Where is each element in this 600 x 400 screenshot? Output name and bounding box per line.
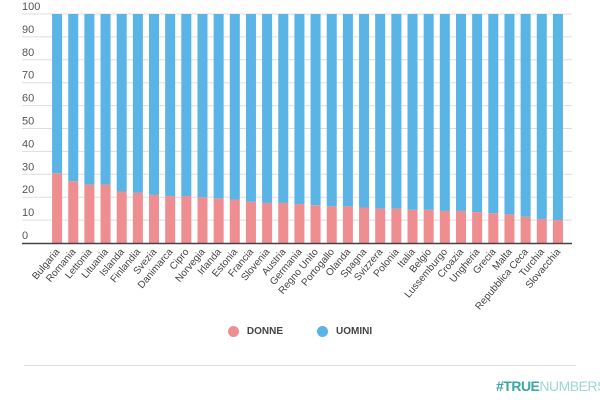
y-tick-label: 0 bbox=[22, 230, 28, 242]
bar-uomini bbox=[149, 14, 160, 195]
truenumbers-logo: #TRUENUMBERS bbox=[496, 378, 600, 394]
bar-donne bbox=[262, 202, 273, 243]
bar-uomini bbox=[165, 14, 176, 197]
bar-uomini bbox=[439, 14, 450, 211]
bar-donne bbox=[132, 192, 143, 243]
y-tick-label: 80 bbox=[22, 47, 34, 59]
bar-uomini bbox=[472, 14, 483, 213]
legend-item-donne: DONNE bbox=[227, 326, 283, 338]
legend-label: DONNE bbox=[246, 326, 283, 338]
bar-uomini bbox=[181, 14, 192, 197]
bar-donne bbox=[278, 202, 289, 243]
bar-uomini bbox=[262, 14, 273, 203]
legend-item-uomini: UOMINI bbox=[317, 326, 372, 337]
bar-donne bbox=[439, 210, 450, 243]
bar-uomini bbox=[116, 14, 127, 192]
bar-uomini bbox=[488, 14, 499, 214]
bar-donne bbox=[520, 216, 531, 243]
bar-uomini bbox=[342, 14, 353, 207]
y-tick-label: 30 bbox=[22, 161, 34, 173]
bar-donne bbox=[504, 214, 515, 243]
bar-donne bbox=[342, 206, 353, 243]
bar-donne bbox=[100, 184, 111, 243]
bar-donne bbox=[552, 220, 563, 243]
legend: DONNE UOMINI bbox=[0, 326, 600, 337]
bar-uomini bbox=[310, 14, 321, 206]
bar-donne bbox=[536, 218, 547, 243]
bar-donne bbox=[455, 210, 466, 243]
bar-uomini bbox=[68, 14, 79, 182]
bar-donne bbox=[310, 205, 321, 243]
bar-donne bbox=[116, 191, 127, 243]
legend-swatch bbox=[317, 326, 328, 337]
bar-uomini bbox=[375, 14, 386, 209]
y-tick-label: 100 bbox=[22, 1, 40, 13]
legend-swatch bbox=[227, 326, 239, 337]
bar-donne bbox=[472, 212, 483, 243]
bar-donne bbox=[326, 206, 337, 243]
bar-uomini bbox=[520, 14, 531, 217]
bar-donne bbox=[359, 207, 370, 243]
y-tick-label: 40 bbox=[22, 138, 34, 150]
bar-donne bbox=[84, 184, 95, 243]
bar-donne bbox=[391, 208, 402, 243]
y-tick-label: 50 bbox=[22, 116, 34, 128]
bar-donne bbox=[213, 198, 224, 243]
bar-donne bbox=[181, 196, 192, 243]
bar-uomini bbox=[52, 14, 63, 174]
bar-uomini bbox=[213, 14, 224, 199]
bar-uomini bbox=[552, 14, 563, 221]
bar-uomini bbox=[245, 14, 256, 202]
y-tick-label: 10 bbox=[22, 207, 34, 219]
bar-uomini bbox=[84, 14, 95, 185]
bar-donne bbox=[52, 173, 63, 243]
bar-uomini bbox=[100, 14, 111, 185]
bar-uomini bbox=[391, 14, 402, 209]
bar-donne bbox=[149, 194, 160, 243]
bar-uomini bbox=[294, 14, 305, 205]
bar-uomini bbox=[407, 14, 418, 210]
y-tick-label: 90 bbox=[22, 24, 34, 36]
bar-uomini bbox=[504, 14, 515, 215]
y-tick-label: 20 bbox=[22, 184, 34, 196]
y-tick-label: 70 bbox=[22, 70, 34, 82]
bar-donne bbox=[488, 213, 499, 243]
bar-donne bbox=[294, 204, 305, 243]
bar-donne bbox=[375, 208, 386, 243]
bar-donne bbox=[229, 199, 240, 243]
bar-uomini bbox=[278, 14, 289, 203]
bar-uomini bbox=[536, 14, 547, 219]
divider bbox=[24, 365, 576, 366]
bar-donne bbox=[165, 196, 176, 243]
bar-uomini bbox=[326, 14, 337, 207]
bar-uomini bbox=[455, 14, 466, 211]
bar-uomini bbox=[359, 14, 370, 208]
bar-uomini bbox=[197, 14, 208, 198]
y-tick-label: 60 bbox=[22, 93, 34, 105]
stacked-bar-chart: 0102030405060708090100BulgariaRomaniaLet… bbox=[22, 1, 572, 312]
bar-donne bbox=[68, 181, 79, 243]
legend-label: UOMINI bbox=[336, 326, 373, 338]
bar-donne bbox=[423, 209, 434, 243]
bar-donne bbox=[407, 209, 418, 243]
bar-uomini bbox=[423, 14, 434, 210]
bar-donne bbox=[245, 201, 256, 243]
bar-uomini bbox=[229, 14, 240, 200]
bar-donne bbox=[197, 197, 208, 243]
bar-uomini bbox=[132, 14, 143, 193]
